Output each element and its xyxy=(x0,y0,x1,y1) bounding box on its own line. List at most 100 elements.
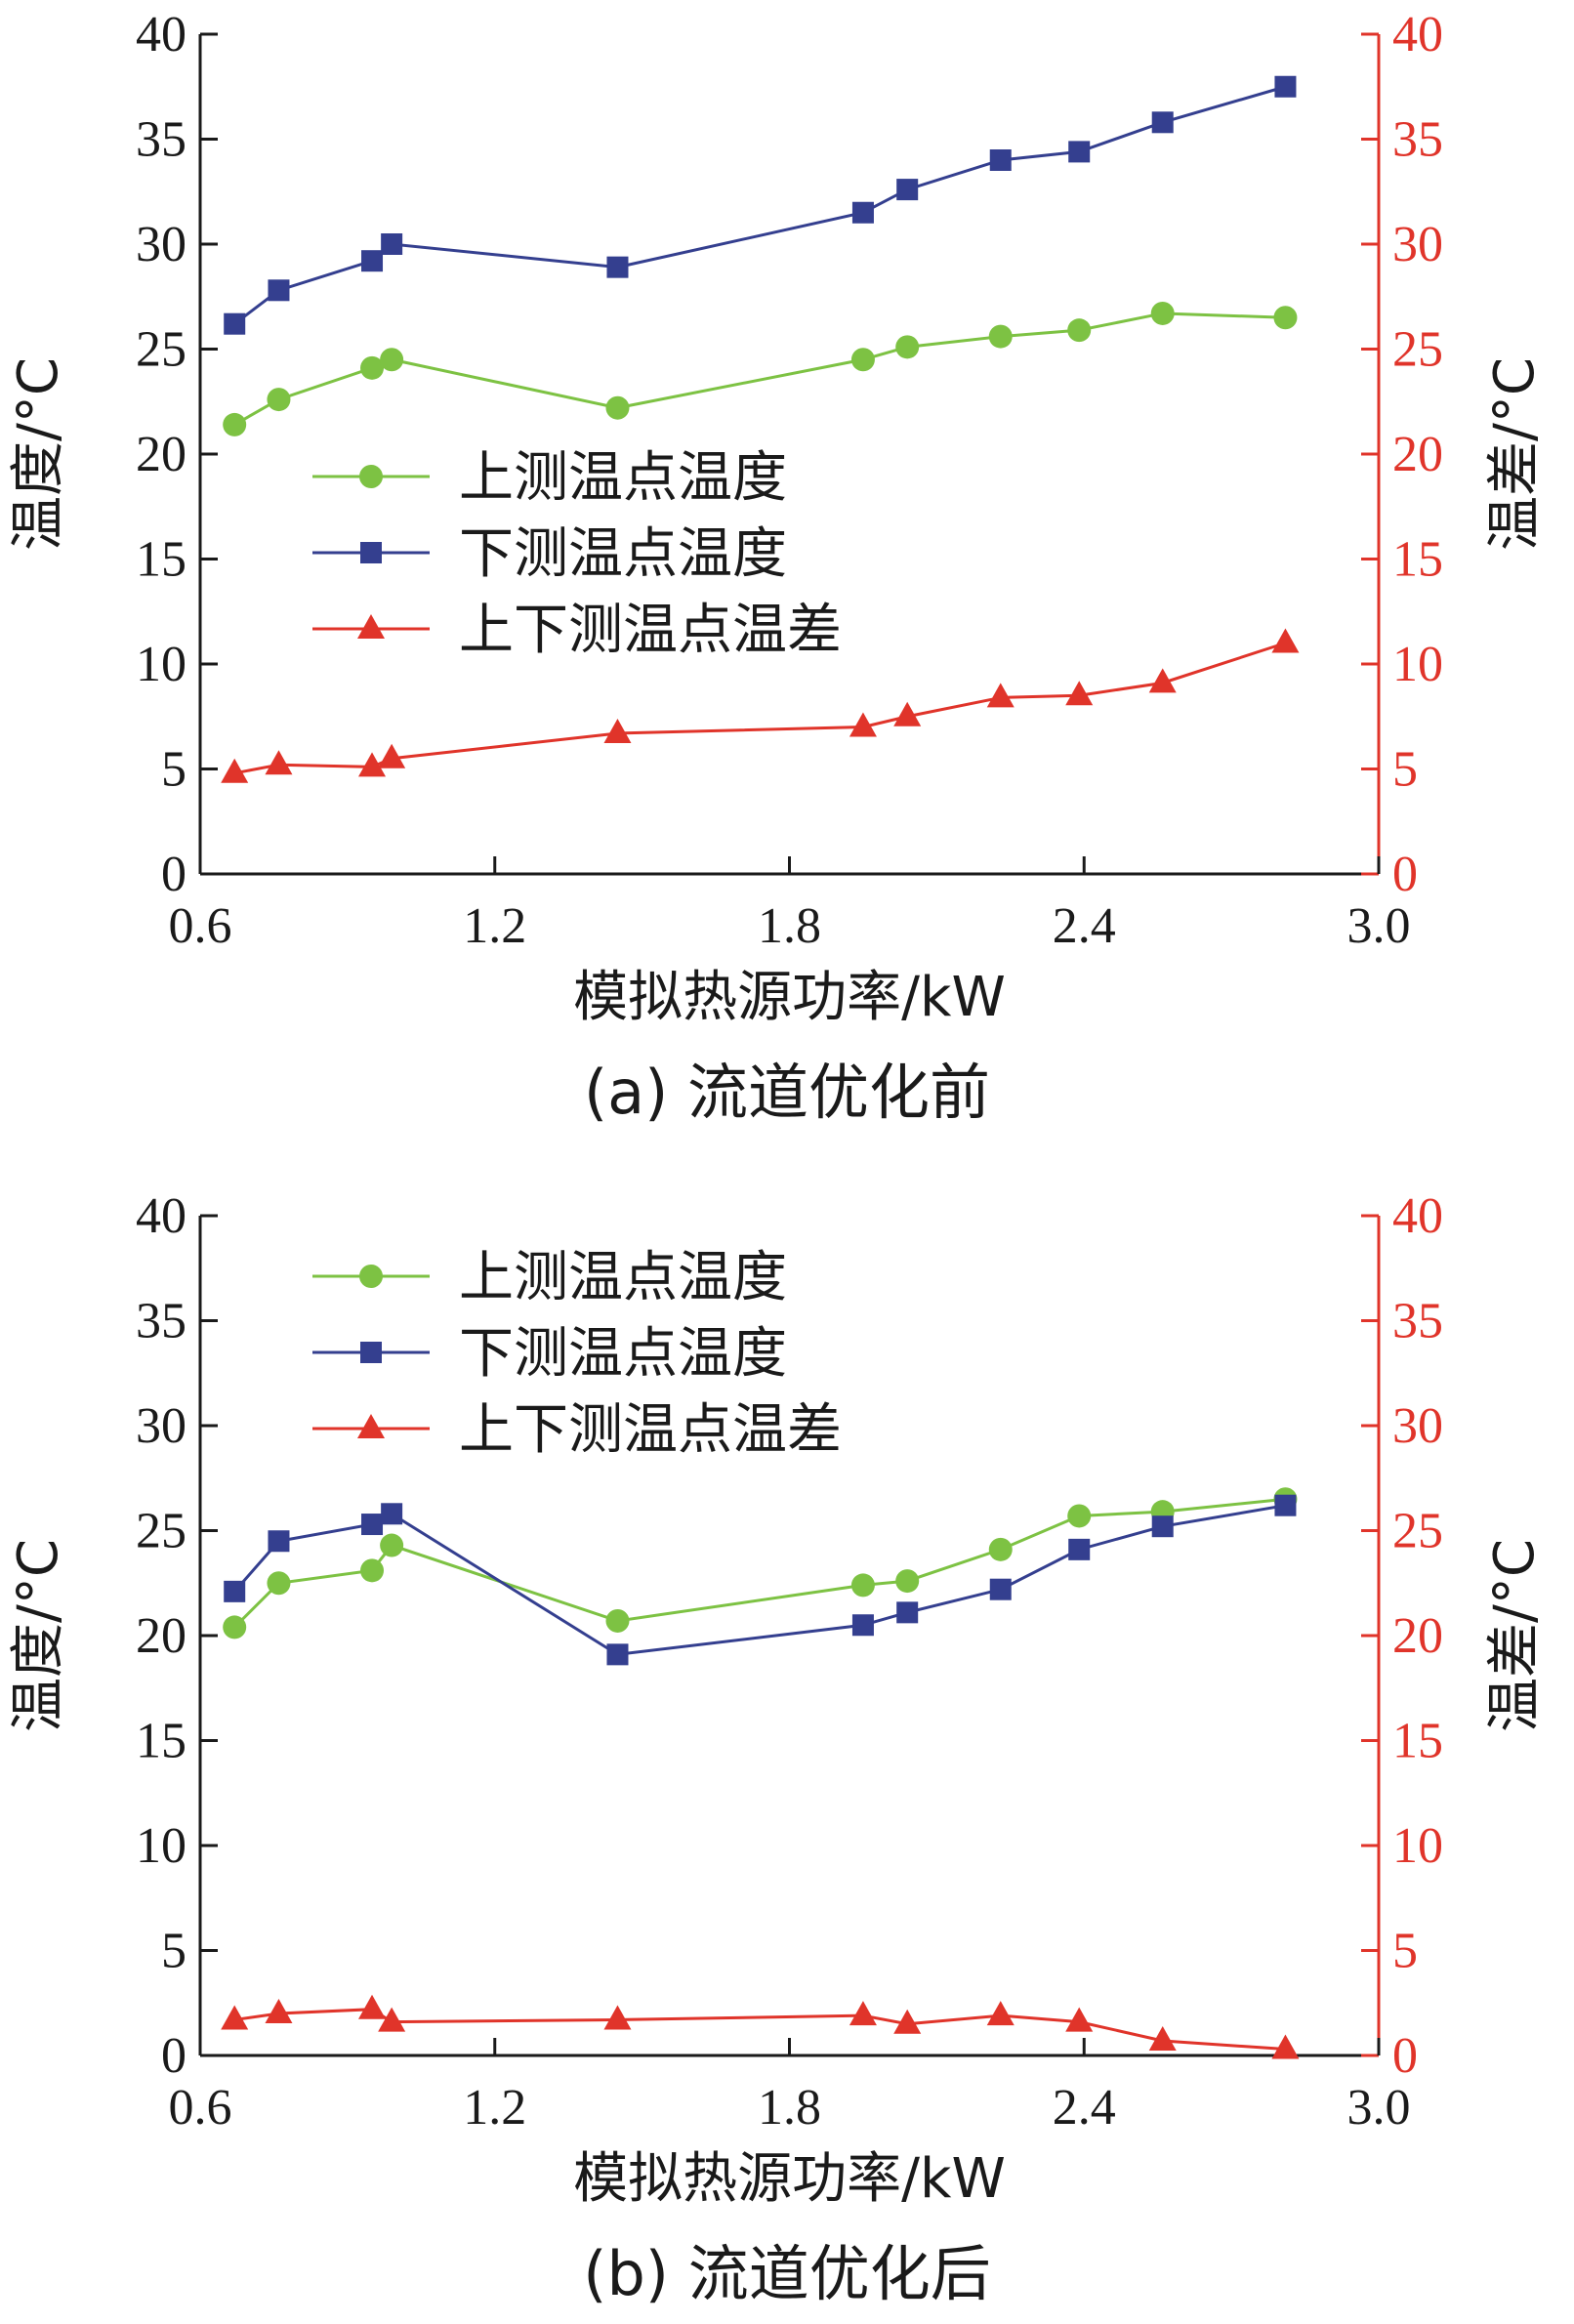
data-point-square xyxy=(360,542,382,563)
data-point-square xyxy=(606,256,629,278)
x-tick-label: 0.6 xyxy=(169,898,232,954)
data-point-square xyxy=(851,1614,874,1637)
data-point-square xyxy=(381,233,403,255)
left-tick-label: 15 xyxy=(136,532,186,588)
right-tick-label: 5 xyxy=(1392,742,1418,798)
data-point-triangle xyxy=(1148,2025,1177,2051)
data-point-triangle xyxy=(357,614,385,639)
x-tick-label: 1.2 xyxy=(463,898,526,954)
left-tick-label: 25 xyxy=(136,322,186,378)
right-tick-label: 15 xyxy=(1392,532,1443,588)
panel-caption: (a) 流道优化前 xyxy=(584,1057,990,1128)
data-point-triangle xyxy=(221,758,249,783)
data-point-square xyxy=(989,1578,1012,1600)
data-point-square xyxy=(1151,1515,1174,1538)
right-tick-label: 0 xyxy=(1392,847,1418,902)
data-point-circle xyxy=(1067,1504,1092,1528)
data-point-circle xyxy=(267,1571,291,1596)
data-point-triangle xyxy=(849,712,877,737)
data-point-circle xyxy=(380,1533,404,1557)
data-point-triangle xyxy=(986,683,1015,708)
legend-label: 上下测温点温差 xyxy=(459,599,842,662)
x-tick-label: 1.8 xyxy=(758,2080,821,2136)
data-point-circle xyxy=(988,1537,1013,1561)
series-lower-temp xyxy=(224,1494,1297,1666)
legend-label: 上测温点温度 xyxy=(459,1246,787,1309)
right-tick-label: 25 xyxy=(1392,1504,1443,1559)
series-temp-diff xyxy=(221,1994,1300,2059)
x-tick-label: 0.6 xyxy=(169,2080,232,2136)
data-point-triangle xyxy=(378,743,406,768)
legend-item: 下测温点温度 xyxy=(312,522,787,586)
data-point-triangle xyxy=(1148,668,1177,693)
data-point-circle xyxy=(359,1265,383,1288)
data-point-circle xyxy=(223,1615,247,1639)
series-line xyxy=(233,85,1286,325)
data-point-square xyxy=(361,1514,384,1536)
data-point-triangle xyxy=(265,1999,293,2023)
x-tick-label: 3.0 xyxy=(1347,898,1411,954)
data-point-circle xyxy=(380,348,404,372)
right-tick-label: 35 xyxy=(1392,112,1443,168)
legend-item: 上测温点温度 xyxy=(312,446,787,510)
data-point-square xyxy=(896,179,919,201)
data-point-triangle xyxy=(357,1414,385,1438)
right-tick-label: 0 xyxy=(1392,2028,1418,2084)
data-point-triangle xyxy=(893,701,922,726)
right-tick-label: 10 xyxy=(1392,1818,1443,1874)
data-point-square xyxy=(1068,1538,1091,1560)
left-tick-label: 20 xyxy=(136,427,186,482)
data-point-triangle xyxy=(893,2009,922,2034)
left-tick-label: 25 xyxy=(136,1504,186,1559)
legend-label: 上测温点温度 xyxy=(459,446,787,510)
data-point-triangle xyxy=(1065,2007,1094,2032)
data-point-triangle xyxy=(1065,681,1094,706)
x-axis-title: 模拟热源功率/kW xyxy=(573,2147,1006,2211)
y-axis-title: 温度/°C xyxy=(7,357,70,551)
right-tick-label: 20 xyxy=(1392,427,1443,482)
data-point-circle xyxy=(988,324,1013,349)
data-point-triangle xyxy=(221,2005,249,2030)
right-tick-label: 20 xyxy=(1392,1608,1443,1664)
data-point-square xyxy=(851,201,874,224)
series-upper-temp xyxy=(223,301,1298,436)
data-point-square xyxy=(1068,141,1091,163)
data-point-circle xyxy=(1067,318,1092,343)
left-tick-label: 10 xyxy=(136,637,186,692)
data-point-triangle xyxy=(849,2001,877,2026)
data-point-square xyxy=(268,279,290,302)
x-tick-label: 3.0 xyxy=(1347,2080,1411,2136)
right-tick-label: 15 xyxy=(1392,1714,1443,1769)
data-point-triangle xyxy=(986,2001,1015,2026)
data-point-circle xyxy=(267,388,291,412)
data-point-square xyxy=(381,1503,403,1525)
data-point-triangle xyxy=(1271,2034,1300,2059)
legend-item: 上下测温点温差 xyxy=(312,599,842,662)
data-point-circle xyxy=(359,465,383,488)
y-axis-title: 温度/°C xyxy=(7,1539,70,1732)
right-tick-label: 40 xyxy=(1392,1188,1443,1244)
legend-label: 下测温点温度 xyxy=(459,1322,787,1386)
data-point-circle xyxy=(605,1608,630,1633)
series-line xyxy=(233,1504,1286,1656)
left-tick-label: 5 xyxy=(161,1924,186,1979)
left-tick-label: 20 xyxy=(136,1608,186,1664)
data-point-triangle xyxy=(1271,628,1300,653)
series-lower-temp xyxy=(224,75,1297,335)
panel-caption: (b) 流道优化后 xyxy=(583,2238,990,2309)
data-point-square xyxy=(268,1530,290,1553)
data-point-triangle xyxy=(358,752,387,777)
right-tick-label: 35 xyxy=(1392,1294,1443,1349)
data-point-square xyxy=(896,1601,919,1624)
left-tick-label: 30 xyxy=(136,217,186,272)
left-tick-label: 5 xyxy=(161,742,186,798)
y2-axis-title: 温差/°C xyxy=(1483,357,1547,551)
left-tick-label: 30 xyxy=(136,1398,186,1454)
data-point-circle xyxy=(360,355,385,380)
data-point-circle xyxy=(223,412,247,436)
data-point-square xyxy=(989,149,1012,171)
left-tick-label: 0 xyxy=(161,2028,186,2084)
data-point-triangle xyxy=(603,2005,632,2030)
